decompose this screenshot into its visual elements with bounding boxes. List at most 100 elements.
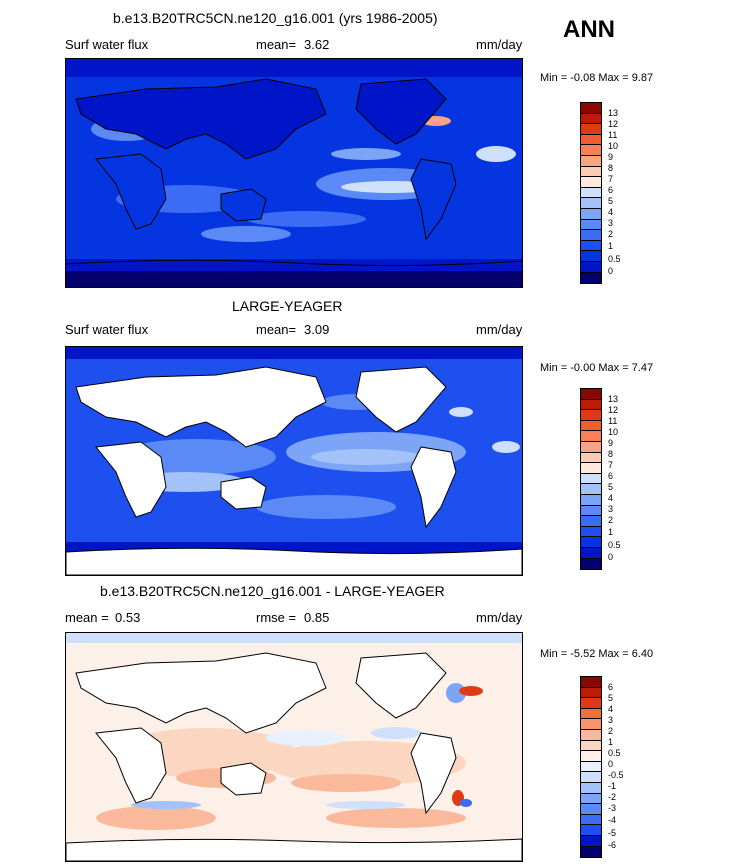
cb2-box: [581, 463, 601, 474]
cb1-label: 8: [608, 163, 614, 173]
cb2-label: 1: [608, 527, 614, 537]
cb2-label: 0: [608, 552, 614, 562]
cb2-label: 11: [608, 416, 618, 426]
cb1-label: 2: [608, 229, 614, 239]
cb2-box: [581, 537, 601, 548]
cb3-box: [581, 698, 601, 709]
cb2-box: [581, 420, 601, 432]
cb3-label: 6: [608, 682, 614, 692]
cb3-label: 4: [608, 704, 614, 714]
cb2-box: [581, 505, 601, 517]
cb2-label: 5: [608, 482, 614, 492]
panel1-map: [65, 58, 523, 288]
cb1-label: 0: [608, 266, 614, 276]
cb1-box: [581, 155, 601, 167]
cb2-label: 6: [608, 471, 614, 481]
cb3-label: -0.5: [608, 770, 624, 780]
cb3-box: [581, 782, 601, 794]
cb3-label: -2: [608, 792, 617, 802]
panel2-title: LARGE-YEAGER: [232, 298, 343, 314]
cb2-box: [581, 494, 601, 506]
cb3-label: 5: [608, 693, 614, 703]
panel2-colorbar: [580, 388, 602, 570]
cb2-label: 10: [608, 427, 619, 437]
cb1-box: [581, 240, 601, 252]
cb3-box: [581, 719, 601, 730]
cb1-box: [581, 230, 601, 241]
panel3-mean-value: 0.53: [115, 610, 141, 625]
cb3-box: [581, 677, 601, 688]
panel2-minmax: Min = -0.00 Max = 7.47: [540, 362, 654, 374]
cb1-box: [581, 124, 601, 135]
cb1-label: 9: [608, 152, 614, 162]
cb3-box: [581, 740, 601, 752]
cb1-label: 6: [608, 185, 614, 195]
cb2-label: 7: [608, 460, 614, 470]
cb2-box: [581, 431, 601, 442]
cb1-box: [581, 166, 601, 178]
cb2-box: [581, 473, 601, 485]
panel2-map-svg: [66, 347, 522, 575]
cb2-box: [581, 410, 601, 421]
cb3-box: [581, 804, 601, 815]
cb1-box: [581, 219, 601, 231]
cb2-label: 2: [608, 515, 614, 525]
cb2-label: 4: [608, 493, 614, 503]
cb2-label: 13: [608, 394, 619, 404]
panel1-variable-label: Surf water flux: [65, 37, 149, 52]
cb1-box: [581, 187, 601, 199]
panel1-mean-value: 3.62: [304, 37, 330, 52]
cb2-label: 12: [608, 405, 619, 415]
cb3-label: -3: [608, 803, 617, 813]
cb1-label: 11: [608, 130, 618, 140]
panel3-rmse-label: rmse =: [256, 610, 297, 625]
cb1-box: [581, 198, 601, 209]
cb1-box: [581, 113, 601, 125]
cb3-label: -6: [608, 840, 617, 850]
panel1-minmax: Min = -0.08 Max = 9.87: [540, 72, 654, 84]
panel3-title: b.e13.B20TRC5CN.ne120_g16.001 - LARGE-YE…: [100, 583, 445, 599]
cb3-label: -4: [608, 815, 617, 825]
cb1-label: 1: [608, 241, 614, 251]
cb3-box: [581, 761, 601, 773]
cb2-box: [581, 484, 601, 495]
cb3-box: [581, 729, 601, 741]
panel1-units: mm/day: [476, 37, 523, 52]
panel1-map-svg: [66, 59, 522, 287]
cb3-box: [581, 687, 601, 699]
panel2-mean-label: mean=: [256, 322, 297, 337]
cb1-box: [581, 134, 601, 146]
cb3-label: -1: [608, 781, 617, 791]
cb3-label: 0: [608, 759, 614, 769]
season-label: ANN: [563, 16, 615, 43]
panel2-map: [65, 346, 523, 576]
cb2-label: 8: [608, 449, 614, 459]
cb3-label: 2: [608, 726, 614, 736]
cb1-label: 7: [608, 174, 614, 184]
cb2-box: [581, 547, 601, 559]
cb2-box: [581, 526, 601, 538]
panel3-units: mm/day: [476, 610, 523, 625]
cb1-box: [581, 261, 601, 273]
cb1-label: 4: [608, 207, 614, 217]
panel1-mean-label: mean=: [256, 37, 297, 52]
cb2-label: 3: [608, 504, 614, 514]
panel1-colorbar: [580, 102, 602, 284]
cb3-box: [581, 835, 601, 847]
cb1-box: [581, 272, 601, 284]
panel2-mean-value: 3.09: [304, 322, 330, 337]
cb2-label: 0.5: [608, 540, 621, 550]
cb1-label: 12: [608, 119, 619, 129]
panel3-minmax: Min = -5.52 Max = 6.40: [540, 648, 654, 660]
cb1-label: 5: [608, 196, 614, 206]
cb1-box: [581, 251, 601, 262]
cb3-label: 0.5: [608, 748, 621, 758]
cb3-box: [581, 814, 601, 826]
cb2-box: [581, 452, 601, 464]
cb1-box: [581, 103, 601, 114]
cb1-label: 13: [608, 108, 619, 118]
cb2-box: [581, 516, 601, 527]
cb3-box: [581, 772, 601, 783]
cb1-label: 0.5: [608, 254, 621, 264]
cb1-box: [581, 177, 601, 188]
